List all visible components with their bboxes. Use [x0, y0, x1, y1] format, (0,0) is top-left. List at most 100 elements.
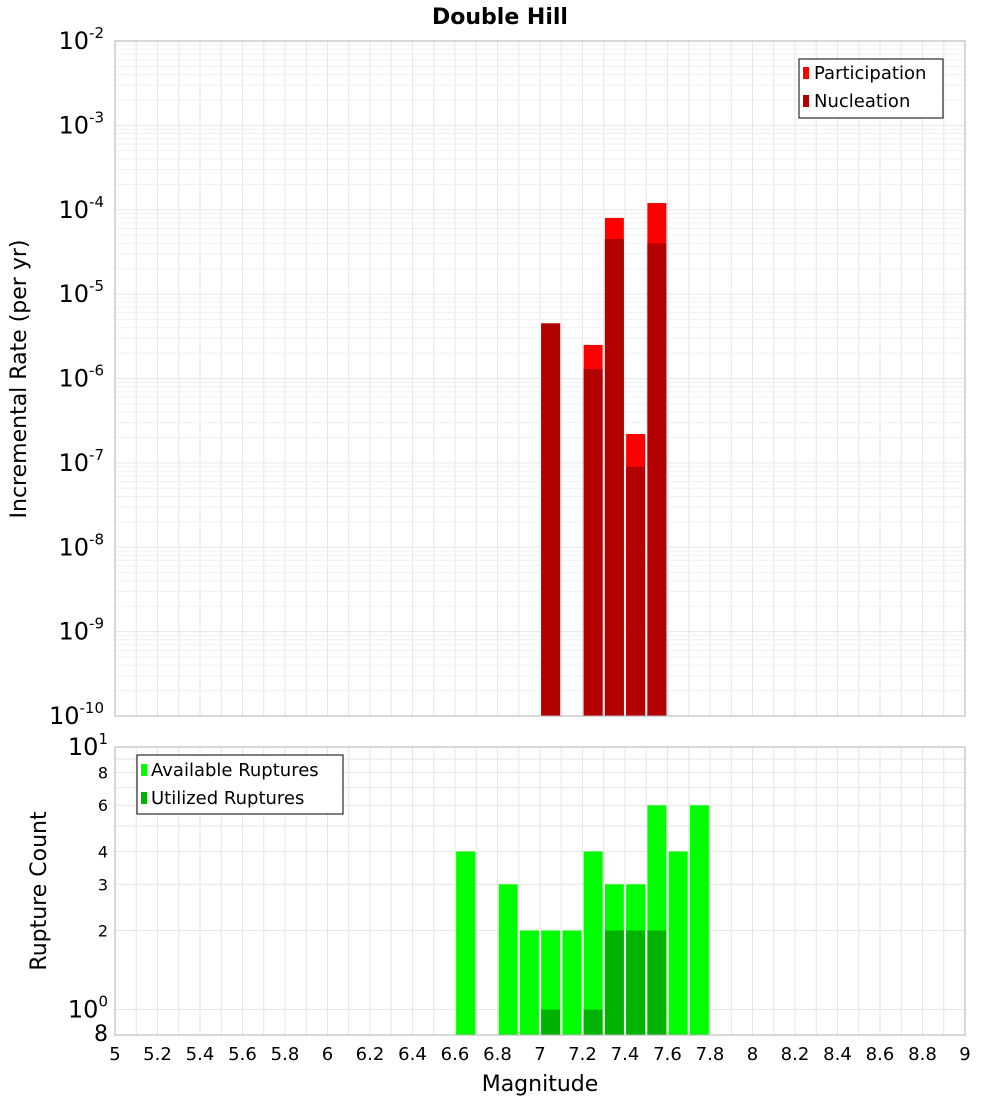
bottom-y-tick-label: 2 [98, 922, 108, 941]
top-y-tick-base: 10 [58, 618, 89, 646]
nucleation-bar [604, 239, 624, 716]
top-y-tick-base: 10 [49, 702, 80, 730]
bottom-y-tick-label: 100 [68, 993, 108, 1024]
available-ruptures-bar [498, 884, 518, 1035]
x-tick-label: 8.4 [823, 1044, 852, 1065]
top-y-tick-label: 10-4 [58, 193, 104, 224]
bottom-y-tick-label: 8 [98, 763, 108, 782]
chart-title: Double Hill [432, 5, 568, 30]
top-y-tick-exponent: -9 [89, 615, 104, 633]
top-y-tick-label: 10-5 [58, 277, 104, 308]
top-plot-border [114, 40, 966, 717]
top-y-tick-base: 10 [58, 533, 89, 561]
bottom-plot-border [114, 746, 966, 1036]
top-y-tick-base: 10 [58, 196, 89, 224]
x-tick-label: 8 [747, 1044, 758, 1065]
available-ruptures-bar [668, 851, 688, 1035]
top-legend: Participation Nucleation [798, 58, 944, 119]
utilized-ruptures-bar [647, 930, 667, 1035]
x-tick-label: 5.4 [186, 1044, 215, 1065]
top-y-tick-label: 10-8 [58, 530, 104, 561]
utilized-ruptures-legend-label: Utilized Ruptures [151, 788, 304, 809]
top-y-tick-exponent: -2 [89, 24, 104, 42]
utilized-ruptures-bar [541, 1009, 561, 1035]
bottom-y-tick-label: 6 [98, 796, 108, 815]
top-legend-box [798, 58, 944, 119]
x-axis-label: Magnitude [482, 1072, 599, 1097]
x-tick-label: 5 [109, 1044, 120, 1065]
top-y-tick-exponent: -3 [89, 108, 104, 126]
top-y-axis-label: Incremental Rate (per yr) [7, 240, 32, 519]
available-ruptures-bar [562, 930, 582, 1035]
top-y-tick-exponent: -10 [80, 699, 105, 717]
nucleation-bar [541, 323, 561, 716]
bottom-y-tick-label: 101 [68, 730, 108, 761]
bottom-legend-box [136, 754, 344, 815]
top-y-tick-base: 10 [58, 365, 89, 393]
participation-legend-label: Participation [814, 63, 926, 84]
bottom-y-tick-exponent: 0 [98, 993, 108, 1011]
bottom-y-tick-base: 10 [68, 733, 99, 761]
x-tick-label: 8.8 [908, 1044, 937, 1065]
bottom-y-tick-base: 8 [98, 763, 108, 782]
top-y-tick-label: 10-2 [58, 24, 104, 55]
bottom-y-tick-base: 2 [98, 922, 108, 941]
x-tick-label: 7.2 [568, 1044, 597, 1065]
utilized-ruptures-legend-swatch [141, 792, 147, 804]
x-tick-label: 7.6 [653, 1044, 682, 1065]
available-ruptures-legend-label: Available Ruptures [151, 760, 319, 781]
x-tick-label: 7.4 [611, 1044, 640, 1065]
top-y-tick-exponent: -6 [89, 362, 104, 380]
x-tick-label: 6.8 [483, 1044, 512, 1065]
x-tick-label: 8.2 [781, 1044, 810, 1065]
bottom-y-tick-label: 3 [98, 875, 108, 894]
participation-legend-swatch [803, 67, 809, 79]
x-tick-label: 6.4 [398, 1044, 427, 1065]
available-ruptures-legend-swatch [141, 764, 147, 776]
x-tick-label: 6 [322, 1044, 333, 1065]
top-y-tick-label: 10-3 [58, 108, 104, 139]
nucleation-bar [647, 243, 667, 717]
bottom-y-tick-label: 4 [98, 842, 108, 861]
x-tick-label: 7 [534, 1044, 545, 1065]
top-y-tick-label: 10-6 [58, 362, 104, 393]
nucleation-legend-label: Nucleation [814, 91, 910, 112]
x-tick-label: 5.6 [228, 1044, 257, 1065]
top-y-tick-base: 10 [58, 27, 89, 55]
top-y-tick-exponent: -7 [89, 446, 104, 464]
bottom-y-tick-base: 4 [98, 842, 108, 861]
top-y-tick-label: 10-10 [49, 699, 104, 730]
top-y-tick-label: 10-7 [58, 446, 104, 477]
top-y-tick-base: 10 [58, 280, 89, 308]
x-tick-label: 5.2 [143, 1044, 172, 1065]
nucleation-legend-swatch [803, 95, 809, 107]
available-ruptures-bar [689, 805, 709, 1035]
x-tick-label: 6.6 [441, 1044, 470, 1065]
top-y-tick-base: 10 [58, 111, 89, 139]
top-y-tick-exponent: -4 [89, 193, 104, 211]
x-tick-label: 8.6 [866, 1044, 895, 1065]
top-plot-area: 10-1010-910-810-710-610-510-410-310-2Par… [49, 24, 966, 730]
bottom-y-tick-base: 3 [98, 875, 108, 894]
bottom-y-tick-base: 10 [68, 996, 99, 1024]
nucleation-bar [626, 466, 646, 716]
top-y-tick-label: 10-9 [58, 615, 104, 646]
bottom-y-tick-label: 8 [94, 1022, 108, 1047]
utilized-ruptures-bar [626, 930, 646, 1035]
bottom-y-axis-label: Rupture Count [27, 811, 52, 971]
top-y-tick-exponent: -8 [89, 530, 104, 548]
nucleation-bar [583, 368, 603, 716]
bottom-y-tick-base: 6 [98, 796, 108, 815]
x-tick-label: 9 [959, 1044, 970, 1065]
available-ruptures-bar [456, 851, 476, 1035]
top-y-tick-base: 10 [58, 449, 89, 477]
utilized-ruptures-bar [583, 1009, 603, 1035]
bottom-y-tick-exponent: 1 [98, 730, 108, 748]
x-tick-label: 5.8 [271, 1044, 300, 1065]
utilized-ruptures-bar [604, 930, 624, 1035]
available-ruptures-bar [583, 851, 603, 1035]
available-ruptures-bar [541, 930, 561, 1035]
